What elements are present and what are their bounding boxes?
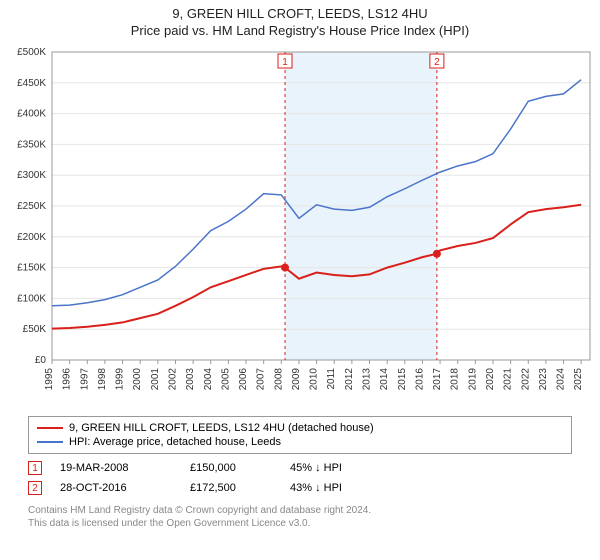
svg-text:1996: 1996 [62,368,73,391]
legend-swatch [37,441,63,443]
svg-text:2013: 2013 [362,368,373,391]
sale-price: £172,500 [190,482,290,494]
sale-date: 28-OCT-2016 [60,482,190,494]
svg-text:1998: 1998 [97,368,108,391]
svg-text:£400K: £400K [17,109,46,120]
svg-text:2001: 2001 [150,368,161,391]
svg-text:£300K: £300K [17,170,46,181]
svg-text:2023: 2023 [538,368,549,391]
svg-text:2012: 2012 [344,368,355,391]
legend-label: HPI: Average price, detached house, Leed… [69,436,281,448]
line-chart-svg: £0 £50K £100K £150K £200K £250K £300K £350K £400… [0,40,600,410]
svg-text:1: 1 [282,57,288,68]
chart-title-subtitle: Price paid vs. HM Land Registry's House … [0,23,600,38]
legend: 9, GREEN HILL CROFT, LEEDS, LS12 4HU (de… [28,416,572,454]
sale-marker-icon: 1 [28,461,42,475]
sale-date: 19-MAR-2008 [60,462,190,474]
svg-text:1995: 1995 [44,368,55,391]
chart-area: £0 £50K £100K £150K £200K £250K £300K £350K £400… [0,40,600,410]
title-block: 9, GREEN HILL CROFT, LEEDS, LS12 4HU Pri… [0,0,600,40]
svg-text:2004: 2004 [203,368,214,391]
svg-text:£450K: £450K [17,78,46,89]
svg-text:2011: 2011 [326,368,337,390]
legend-item: HPI: Average price, detached house, Leed… [37,435,563,449]
attribution: Contains HM Land Registry data © Crown c… [28,504,572,530]
svg-text:£50K: £50K [23,324,47,335]
sale-price: £150,000 [190,462,290,474]
svg-text:2: 2 [434,57,440,68]
svg-text:2025: 2025 [573,368,584,391]
svg-text:2003: 2003 [185,368,196,391]
svg-text:£0: £0 [35,355,47,366]
svg-text:2009: 2009 [291,368,302,391]
svg-text:£150K: £150K [17,263,46,274]
svg-text:2014: 2014 [379,368,390,391]
svg-text:2016: 2016 [414,368,425,391]
svg-text:1997: 1997 [79,368,90,391]
sales-row: 1 19-MAR-2008 £150,000 45% ↓ HPI [28,458,572,478]
svg-text:2022: 2022 [520,368,531,391]
legend-label: 9, GREEN HILL CROFT, LEEDS, LS12 4HU (de… [69,422,374,434]
svg-text:2024: 2024 [556,368,567,391]
svg-text:£350K: £350K [17,139,46,150]
svg-text:2018: 2018 [450,368,461,391]
sale-marker-icon: 2 [28,481,42,495]
svg-text:1999: 1999 [115,368,126,391]
svg-text:£200K: £200K [17,232,46,243]
legend-swatch [37,427,63,429]
sales-table: 1 19-MAR-2008 £150,000 45% ↓ HPI 2 28-OC… [28,458,572,498]
chart-container: 9, GREEN HILL CROFT, LEEDS, LS12 4HU Pri… [0,0,600,560]
sale-diff: 43% ↓ HPI [290,482,410,494]
attribution-line: This data is licensed under the Open Gov… [28,517,572,530]
svg-text:2010: 2010 [309,368,320,391]
svg-text:2005: 2005 [220,368,231,391]
svg-text:2021: 2021 [503,368,514,391]
svg-text:2015: 2015 [397,368,408,391]
legend-item: 9, GREEN HILL CROFT, LEEDS, LS12 4HU (de… [37,421,563,435]
svg-text:2008: 2008 [273,368,284,391]
svg-text:2019: 2019 [467,368,478,391]
attribution-line: Contains HM Land Registry data © Crown c… [28,504,572,517]
svg-text:2007: 2007 [256,368,267,391]
svg-text:2002: 2002 [167,368,178,391]
svg-text:2006: 2006 [238,368,249,391]
sale-diff: 45% ↓ HPI [290,462,410,474]
sales-row: 2 28-OCT-2016 £172,500 43% ↓ HPI [28,478,572,498]
svg-text:2000: 2000 [132,368,143,391]
svg-text:£250K: £250K [17,201,46,212]
svg-text:2017: 2017 [432,368,443,391]
svg-text:2020: 2020 [485,368,496,391]
svg-text:£100K: £100K [17,293,46,304]
chart-title-address: 9, GREEN HILL CROFT, LEEDS, LS12 4HU [0,6,600,21]
svg-text:£500K: £500K [17,47,46,58]
